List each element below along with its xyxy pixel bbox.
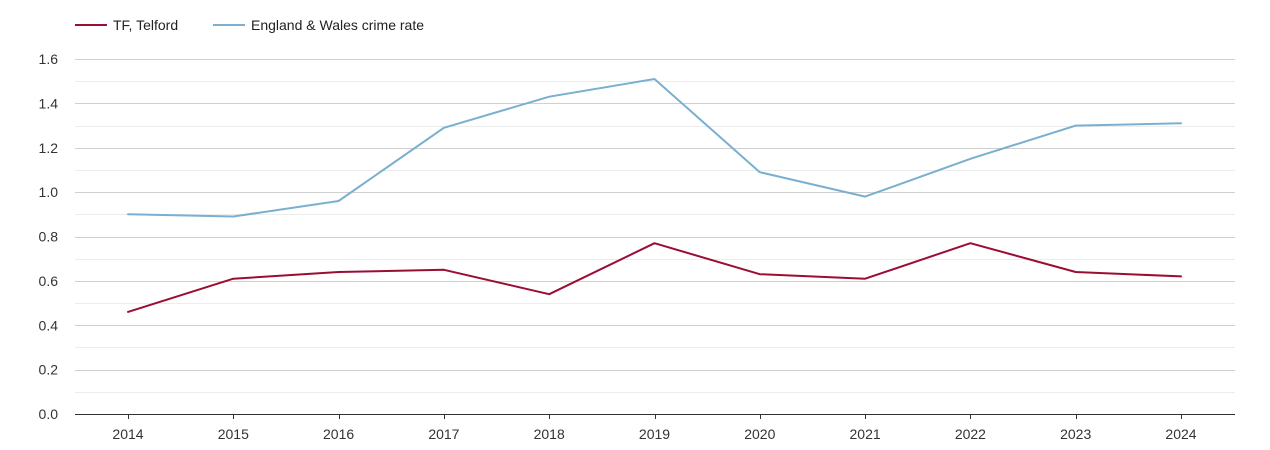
series-lines [125,76,1184,315]
x-axis: 2014 2015 2016 2017 2018 2019 2020 2021 2022 2023… [112,414,1197,442]
x-tick-label: 2017 [428,426,459,442]
data-point-england-wales[interactable] [967,156,973,162]
data-point-telford[interactable] [757,271,763,277]
x-tick-label: 2014 [112,426,143,442]
x-tick-label: 2024 [1165,426,1196,442]
y-tick-label: 1.0 [39,184,59,200]
x-tick-label: 2020 [744,426,775,442]
series-line-england-wales[interactable] [127,78,1182,218]
data-point-telford[interactable] [441,267,447,273]
legend: TF, Telford England & Wales crime rate [75,17,424,33]
grid [75,59,1235,415]
legend-label-england-wales[interactable]: England & Wales crime rate [251,17,424,33]
data-point-england-wales[interactable] [1178,120,1184,126]
y-tick-label: 0.2 [39,362,59,378]
y-axis: 0.0 0.2 0.4 0.6 0.8 1.0 1.2 1.4 1.6 [39,51,59,422]
y-tick-label: 0.0 [39,406,59,422]
data-point-telford[interactable] [1178,273,1184,279]
x-tick-label: 2021 [850,426,881,442]
x-tick-label: 2016 [323,426,354,442]
legend-label-telford[interactable]: TF, Telford [113,17,178,33]
y-tick-label: 1.6 [39,51,59,67]
data-point-england-wales[interactable] [862,194,868,200]
data-point-england-wales[interactable] [125,211,131,217]
y-tick-label: 0.6 [39,273,59,289]
data-point-england-wales[interactable] [230,214,236,220]
data-point-england-wales[interactable] [546,94,552,100]
y-tick-label: 1.2 [39,140,59,156]
data-point-england-wales[interactable] [652,76,658,82]
data-point-telford[interactable] [230,276,236,282]
data-point-telford[interactable] [967,240,973,246]
x-tick-label: 2018 [534,426,565,442]
data-point-telford[interactable] [1073,269,1079,275]
x-tick-label: 2022 [955,426,986,442]
data-point-telford[interactable] [652,240,658,246]
data-point-telford[interactable] [546,291,552,297]
data-point-england-wales[interactable] [441,125,447,131]
data-point-england-wales[interactable] [336,198,342,204]
data-point-england-wales[interactable] [1073,123,1079,129]
y-tick-label: 0.4 [39,317,59,333]
y-tick-label: 0.8 [39,229,59,245]
x-tick-label: 2015 [218,426,249,442]
data-point-telford[interactable] [862,276,868,282]
data-point-england-wales[interactable] [757,169,763,175]
y-tick-label: 1.4 [39,95,59,111]
data-point-telford[interactable] [125,309,131,315]
data-point-telford[interactable] [336,269,342,275]
x-tick-label: 2023 [1060,426,1091,442]
series-line-telford[interactable] [127,242,1182,313]
x-tick-label: 2019 [639,426,670,442]
